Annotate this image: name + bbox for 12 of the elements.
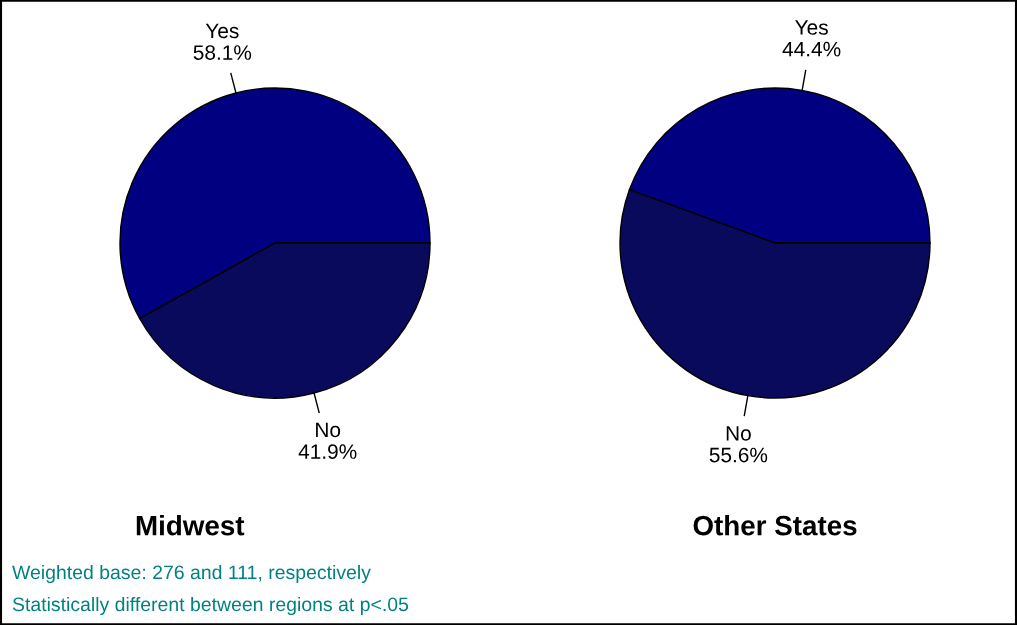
slice-label: Yes <box>795 20 828 35</box>
data-label: 58.1% <box>193 45 252 60</box>
slice-label: No <box>316 422 341 438</box>
data-label: 41.9% <box>298 444 357 459</box>
data-label: 44.4% <box>782 41 841 57</box>
text: Other States <box>693 515 857 536</box>
text: Statistically different between regions at p<.05 <box>12 596 409 616</box>
text: Midwest <box>136 515 245 536</box>
slice-label: No <box>726 426 751 441</box>
text: Weighted base: 276 and 111, respectively <box>12 564 371 584</box>
slice-label: Yes <box>205 23 239 39</box>
data-label: 55.6% <box>709 447 768 463</box>
